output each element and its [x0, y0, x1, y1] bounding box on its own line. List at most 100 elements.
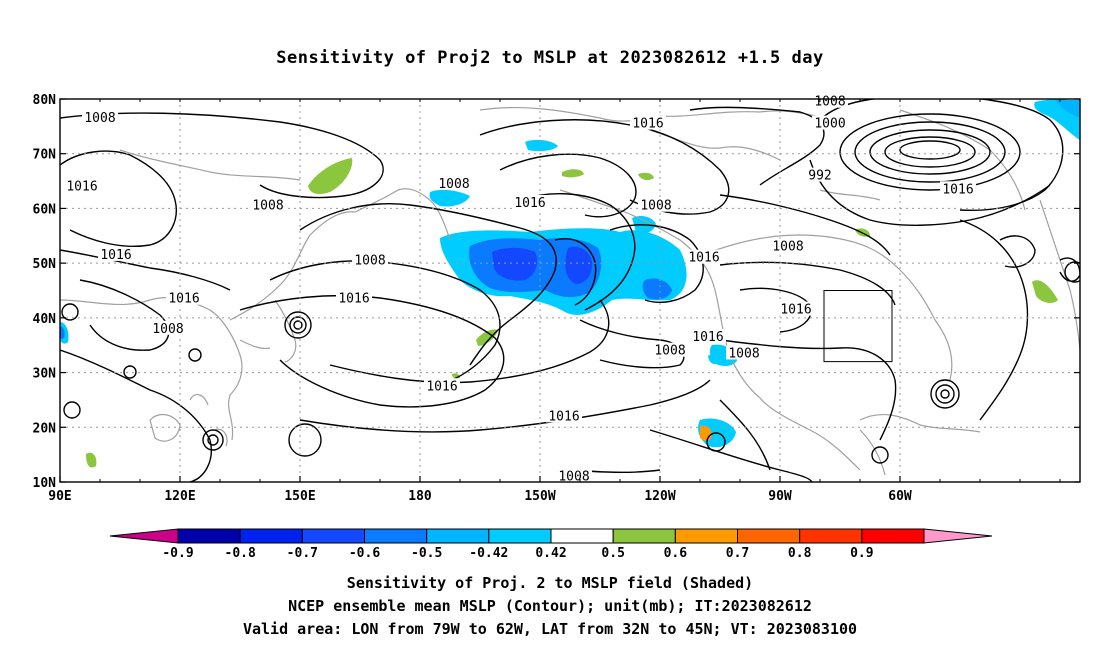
contour-label: 1008: [814, 95, 845, 110]
colorbar-label: 0.9: [850, 546, 873, 561]
caption-line-2: NCEP ensemble mean MSLP (Contour); unit(…: [288, 597, 812, 615]
contour-label-bg: [250, 197, 286, 212]
shade-blob: [708, 354, 720, 364]
contour-line: [299, 203, 557, 366]
contour-label-bg: [336, 290, 372, 305]
contour-line: [809, 159, 1051, 226]
contour-label-bg: [770, 238, 806, 253]
shade-blob: [60, 326, 65, 339]
coastline: [1039, 199, 1080, 351]
coastline: [354, 188, 451, 241]
coastline: [274, 299, 297, 363]
contour-line: [239, 294, 505, 408]
plot-frame: [59, 98, 1081, 483]
shade-blob: [86, 452, 97, 468]
contour-label-bg: [556, 468, 592, 483]
colorbar-swatch: [674, 528, 738, 544]
coastline: [119, 149, 301, 181]
colorbar-swatch: [488, 528, 552, 544]
coastline: [229, 211, 356, 321]
contour-line: [940, 389, 950, 399]
contour-line: [871, 446, 889, 464]
contour-label-bg: [352, 252, 388, 267]
contour-line: [188, 348, 202, 362]
contour-line: [706, 432, 726, 452]
contour-label: 1016: [780, 303, 811, 318]
contour-line: [60, 150, 177, 248]
contour-line: [869, 129, 991, 175]
contour-label: 1016: [66, 180, 97, 195]
contour-label: 1016: [338, 292, 369, 307]
colorbar-swatch: [737, 528, 801, 544]
caption-line-1: Sensitivity of Proj. 2 to MSLP field (Sh…: [346, 574, 754, 592]
colorbar: -0.9 -0.8 -0.7 -0.6 -0.5 -0.42 0.42 0.5 0.6 0.7 0.…: [109, 528, 993, 561]
colorbar-cap-right: [923, 528, 993, 544]
colorbar-swatch: [177, 528, 241, 544]
shade-blob: [1055, 100, 1080, 118]
coastline: [819, 189, 881, 201]
coastline: [859, 414, 981, 433]
contour-label: 1016: [688, 251, 719, 266]
shade-blob: [642, 278, 672, 300]
coastline: [239, 339, 271, 350]
contour-label: 1008: [640, 199, 671, 214]
contour-label-bg: [64, 178, 100, 193]
map-title: Sensitivity of Proj2 to MSLP at 20230826…: [276, 48, 824, 68]
contour-label-bg: [778, 301, 814, 316]
contour-line: [819, 99, 1064, 212]
contour-label: 1016: [426, 379, 457, 394]
contour-label: 1008: [654, 344, 685, 359]
lat-label: 10N: [33, 476, 57, 491]
contour-line: [719, 399, 771, 471]
contour-line: [60, 349, 212, 482]
valid-area-box: [823, 290, 893, 363]
contour-label-bg: [546, 408, 582, 423]
shade-blob: [525, 139, 558, 152]
contour-line: [284, 311, 312, 339]
contour-line: [1059, 257, 1080, 282]
coastline: [759, 397, 861, 471]
lon-label: 150E: [284, 489, 315, 504]
contour-label-bg: [652, 342, 688, 357]
contour-label: 1000: [814, 117, 845, 132]
valid-area-rect: [823, 290, 893, 363]
contour-line: [61, 303, 79, 321]
contour-line: [899, 140, 961, 160]
caption-line-3: Valid area: LON from 79W to 62W, LAT fro…: [242, 620, 858, 638]
contour-label: 1016: [632, 117, 663, 132]
lat-label: 50N: [33, 257, 57, 272]
axis-ticks: [59, 98, 1080, 483]
colorbar-swatch: [550, 528, 614, 544]
contour-label-bg: [806, 167, 834, 182]
contour-label-bg: [686, 249, 722, 264]
coastline: [214, 428, 228, 447]
colorbar-label: 0.8: [788, 546, 812, 561]
contour-line: [839, 113, 1021, 191]
shade-blob: [565, 246, 593, 284]
contour-label: 1008: [438, 177, 469, 192]
colorbar-label: -0.7: [287, 546, 318, 561]
colorbar-label: -0.9: [162, 546, 193, 561]
contour-line: [884, 136, 976, 168]
contour-label-bg: [726, 345, 762, 360]
colorbar-label: 0.42: [535, 546, 566, 561]
colorbar-swatch: [799, 528, 863, 544]
contour-label: 1016: [942, 182, 973, 197]
contour-label-bg: [98, 246, 134, 261]
shade-blob: [1032, 280, 1058, 303]
coastline: [699, 234, 936, 321]
lat-label: 80N: [33, 93, 57, 108]
colorbar-swatch: [301, 528, 366, 544]
contour-line: [719, 261, 896, 306]
colorbar-label: 0.5: [601, 546, 624, 561]
contour-line: [123, 365, 137, 379]
contour-label-bg: [940, 181, 976, 196]
lon-label: 120W: [644, 489, 675, 504]
contour-line: [554, 238, 597, 306]
contour-line: [519, 192, 636, 311]
contour-label: 1016: [514, 196, 545, 211]
lat-label: 70N: [33, 148, 57, 163]
contour-label: 992: [808, 169, 831, 184]
contour-line: [60, 112, 384, 199]
